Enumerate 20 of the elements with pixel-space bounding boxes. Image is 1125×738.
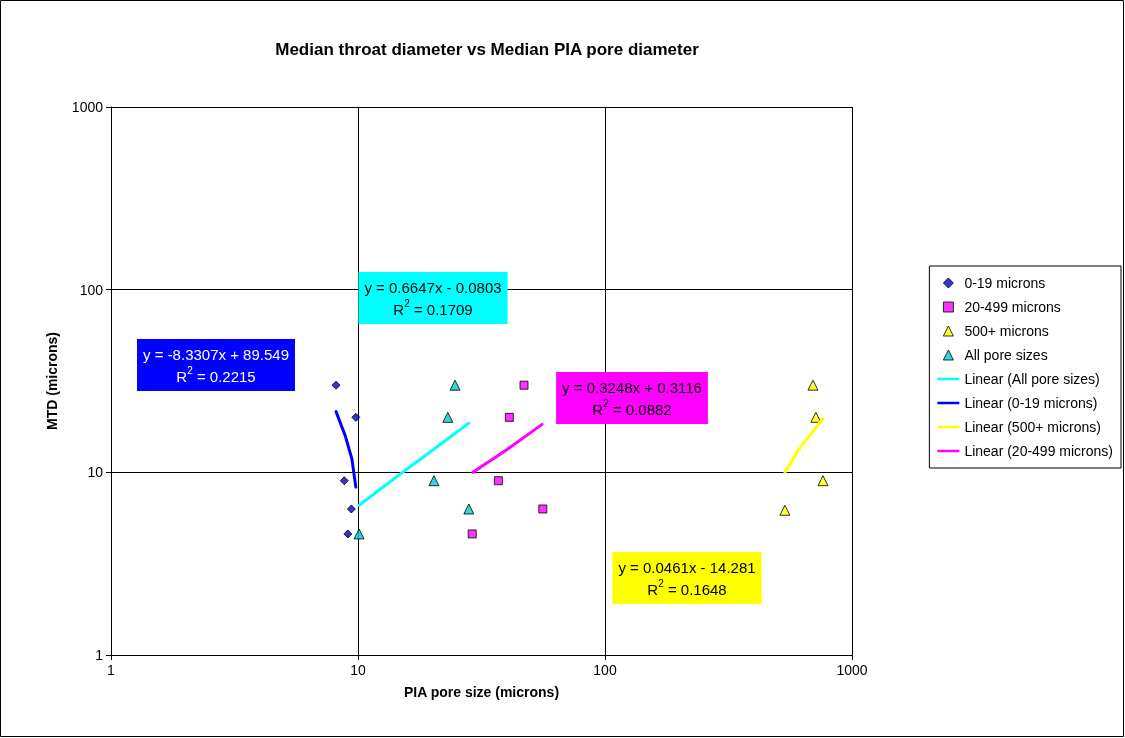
x-tick-label: 1000 — [836, 662, 868, 678]
y-axis-title: MTD (microns) — [44, 332, 60, 430]
legend-label: 20-499 microns — [964, 299, 1061, 315]
y-tick-label: 1000 — [71, 99, 104, 115]
x-axis-title: PIA pore size (microns) — [403, 684, 560, 700]
legend-label: Linear (All pore sizes) — [964, 371, 1100, 387]
legend-label: 0-19 microns — [964, 275, 1046, 291]
y-tick-label: 10 — [87, 464, 104, 481]
x-tick-label: 1 — [107, 662, 116, 678]
legend-label: All pore sizes — [964, 347, 1048, 363]
legend-label: 500+ microns — [964, 323, 1049, 339]
y-tick-label: 1 — [95, 647, 104, 663]
chart-title: Median throat diameter vs Median PIA pore diameter — [275, 40, 700, 59]
legend-label: Linear (0-19 microns) — [964, 395, 1098, 411]
line-series — [334, 410, 358, 489]
x-tick-label: 10 — [350, 662, 366, 678]
legend-label: Linear (20-499 microns) — [964, 443, 1113, 459]
y-tick-label: 100 — [79, 281, 104, 298]
legend-label: Linear (500+ microns) — [964, 419, 1101, 435]
x-tick-label: 100 — [593, 662, 617, 678]
